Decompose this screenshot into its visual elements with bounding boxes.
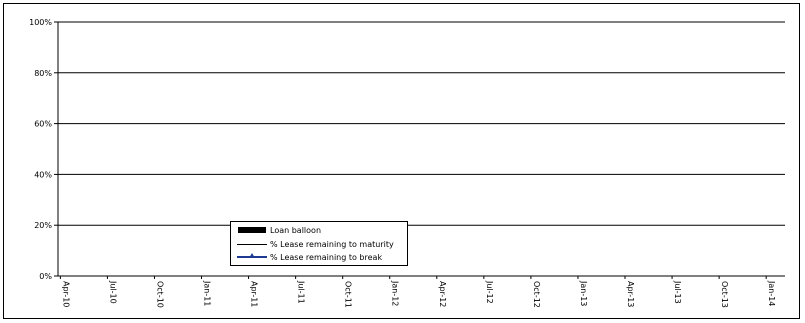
triangle-marker-line-icon <box>237 252 267 262</box>
x-tick-label: Apr-11 <box>250 281 259 307</box>
legend-item-loan-balloon: Loan balloon <box>237 224 321 236</box>
bar-swatch-icon <box>237 225 267 235</box>
x-tick-label: Jul-10 <box>108 280 117 304</box>
y-tick-label: 0% <box>39 272 52 281</box>
x-tick-label: Oct-10 <box>155 281 164 308</box>
x-tick-label: Jul-12 <box>485 280 494 304</box>
x-tick-label: Oct-12 <box>532 281 541 308</box>
y-tick-label: 60% <box>34 120 52 129</box>
x-tick-label: Apr-13 <box>626 281 635 307</box>
chart-frame <box>3 3 800 319</box>
x-tick-label: Jan-13 <box>579 280 588 306</box>
y-tick-label: 100% <box>29 18 52 27</box>
y-tick-label: 20% <box>34 221 52 230</box>
x-tick-label: Jan-14 <box>767 280 776 306</box>
legend: Loan balloon % Lease remaining to maturi… <box>230 221 408 266</box>
legend-label: Loan balloon <box>270 225 322 235</box>
x-tick-label: Oct-13 <box>720 281 729 308</box>
x-tick-label: Apr-10 <box>61 281 70 307</box>
x-tick-label: Jan-11 <box>203 280 212 306</box>
legend-label: % Lease remaining to maturity <box>270 239 394 249</box>
x-tick-label: Jul-11 <box>297 280 306 304</box>
x-tick-label: Jan-12 <box>391 280 400 306</box>
legend-label: % Lease remaining to break <box>270 252 383 262</box>
x-tick-label: Apr-12 <box>438 281 447 307</box>
y-tick-label: 40% <box>34 170 52 179</box>
y-tick-label: 80% <box>34 69 52 78</box>
x-tick-label: Jul-13 <box>673 280 682 304</box>
line-swatch-icon <box>237 239 267 249</box>
legend-item-lease-break: % Lease remaining to break <box>237 251 382 263</box>
x-tick-label: Oct-11 <box>344 281 353 308</box>
legend-item-lease-maturity: % Lease remaining to maturity <box>237 238 394 250</box>
